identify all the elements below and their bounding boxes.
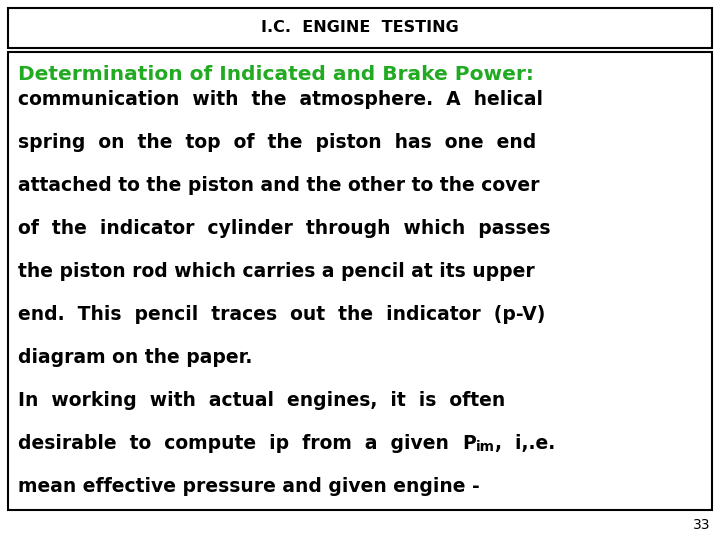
Text: 33: 33 xyxy=(693,518,710,532)
Text: Determination of Indicated and Brake Power:: Determination of Indicated and Brake Pow… xyxy=(18,65,534,84)
Bar xyxy=(8,8,712,48)
Text: attached to the piston and the other to the cover: attached to the piston and the other to … xyxy=(18,176,539,195)
Text: In  working  with  actual  engines,  it  is  often: In working with actual engines, it is of… xyxy=(18,391,505,410)
Text: ,  i,.e.: , i,.e. xyxy=(495,434,555,453)
Text: diagram on the paper.: diagram on the paper. xyxy=(18,348,253,367)
Text: communication  with  the  atmosphere.  A  helical: communication with the atmosphere. A hel… xyxy=(18,90,543,109)
Text: im: im xyxy=(476,440,495,454)
Text: of  the  indicator  cylinder  through  which  passes: of the indicator cylinder through which … xyxy=(18,219,551,238)
Text: desirable  to  compute  ip  from  a  given: desirable to compute ip from a given xyxy=(18,434,462,453)
Text: mean effective pressure and given engine -: mean effective pressure and given engine… xyxy=(18,477,480,496)
Bar xyxy=(8,52,712,510)
Text: the piston rod which carries a pencil at its upper: the piston rod which carries a pencil at… xyxy=(18,262,535,281)
Text: spring  on  the  top  of  the  piston  has  one  end: spring on the top of the piston has one … xyxy=(18,133,536,152)
Text: end.  This  pencil  traces  out  the  indicator  (p-V): end. This pencil traces out the indicato… xyxy=(18,305,545,324)
Text: I.C.  ENGINE  TESTING: I.C. ENGINE TESTING xyxy=(261,21,459,36)
Text: P: P xyxy=(462,434,476,453)
